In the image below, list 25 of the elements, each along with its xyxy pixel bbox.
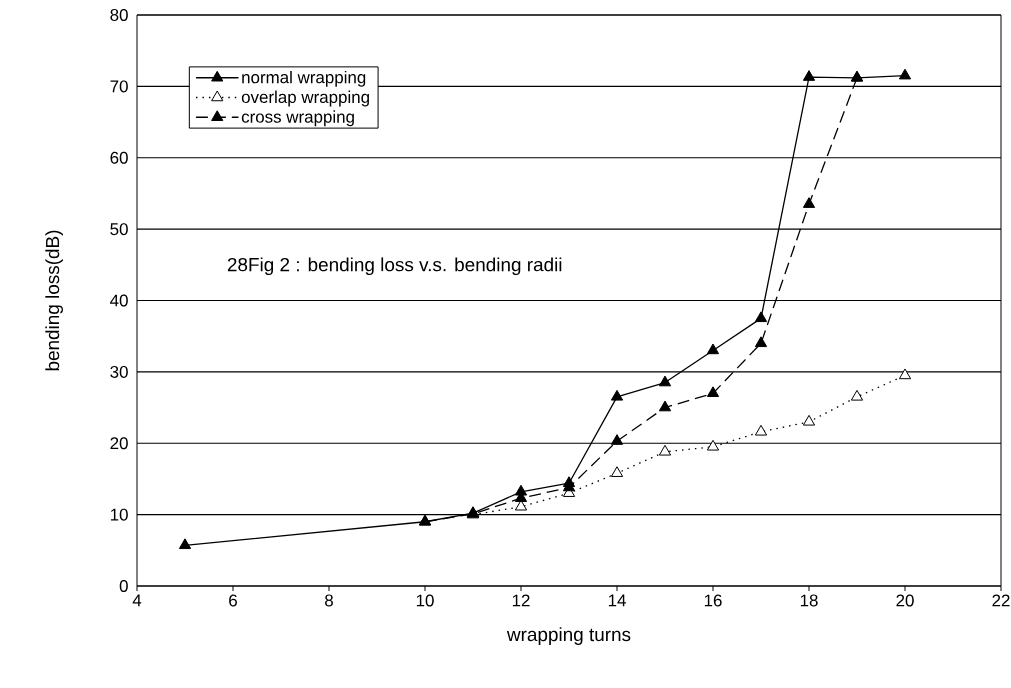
x-axis-title: wrapping turns bbox=[506, 627, 631, 645]
x-tick-label: 6 bbox=[229, 594, 237, 607]
x-tick-label: 14 bbox=[608, 594, 626, 607]
x-tick-label: 4 bbox=[132, 594, 142, 607]
x-tick-label: 12 bbox=[512, 594, 530, 607]
y-axis-title: bending loss(dB) bbox=[45, 230, 63, 371]
x-tick-label: 8 bbox=[325, 594, 333, 607]
y-tick-label: 0 bbox=[119, 580, 128, 592]
x-tick-label: 16 bbox=[704, 594, 722, 607]
y-tick-label: 10 bbox=[110, 508, 128, 521]
y-tick-label: 60 bbox=[110, 151, 128, 164]
legend-label: overlap wrapping bbox=[241, 90, 369, 107]
x-tick-label: 20 bbox=[896, 594, 914, 607]
y-tick-label: 50 bbox=[110, 223, 128, 236]
y-tick-label: 40 bbox=[110, 294, 128, 307]
x-tick-label: 22 bbox=[992, 594, 1010, 607]
legend-label: normal wrapping bbox=[242, 70, 366, 87]
y-tick-label: 80 bbox=[110, 9, 128, 21]
y-tick-label: 70 bbox=[110, 80, 128, 93]
legend-label: cross wrapping bbox=[241, 110, 354, 127]
y-tick-label: 30 bbox=[110, 365, 128, 378]
annotation: 28Fig 2 : bending loss v.s. bending radii bbox=[227, 257, 562, 276]
x-tick-label: 18 bbox=[800, 594, 818, 607]
y-tick-label: 20 bbox=[110, 437, 128, 450]
x-tick-label: 10 bbox=[416, 594, 434, 607]
